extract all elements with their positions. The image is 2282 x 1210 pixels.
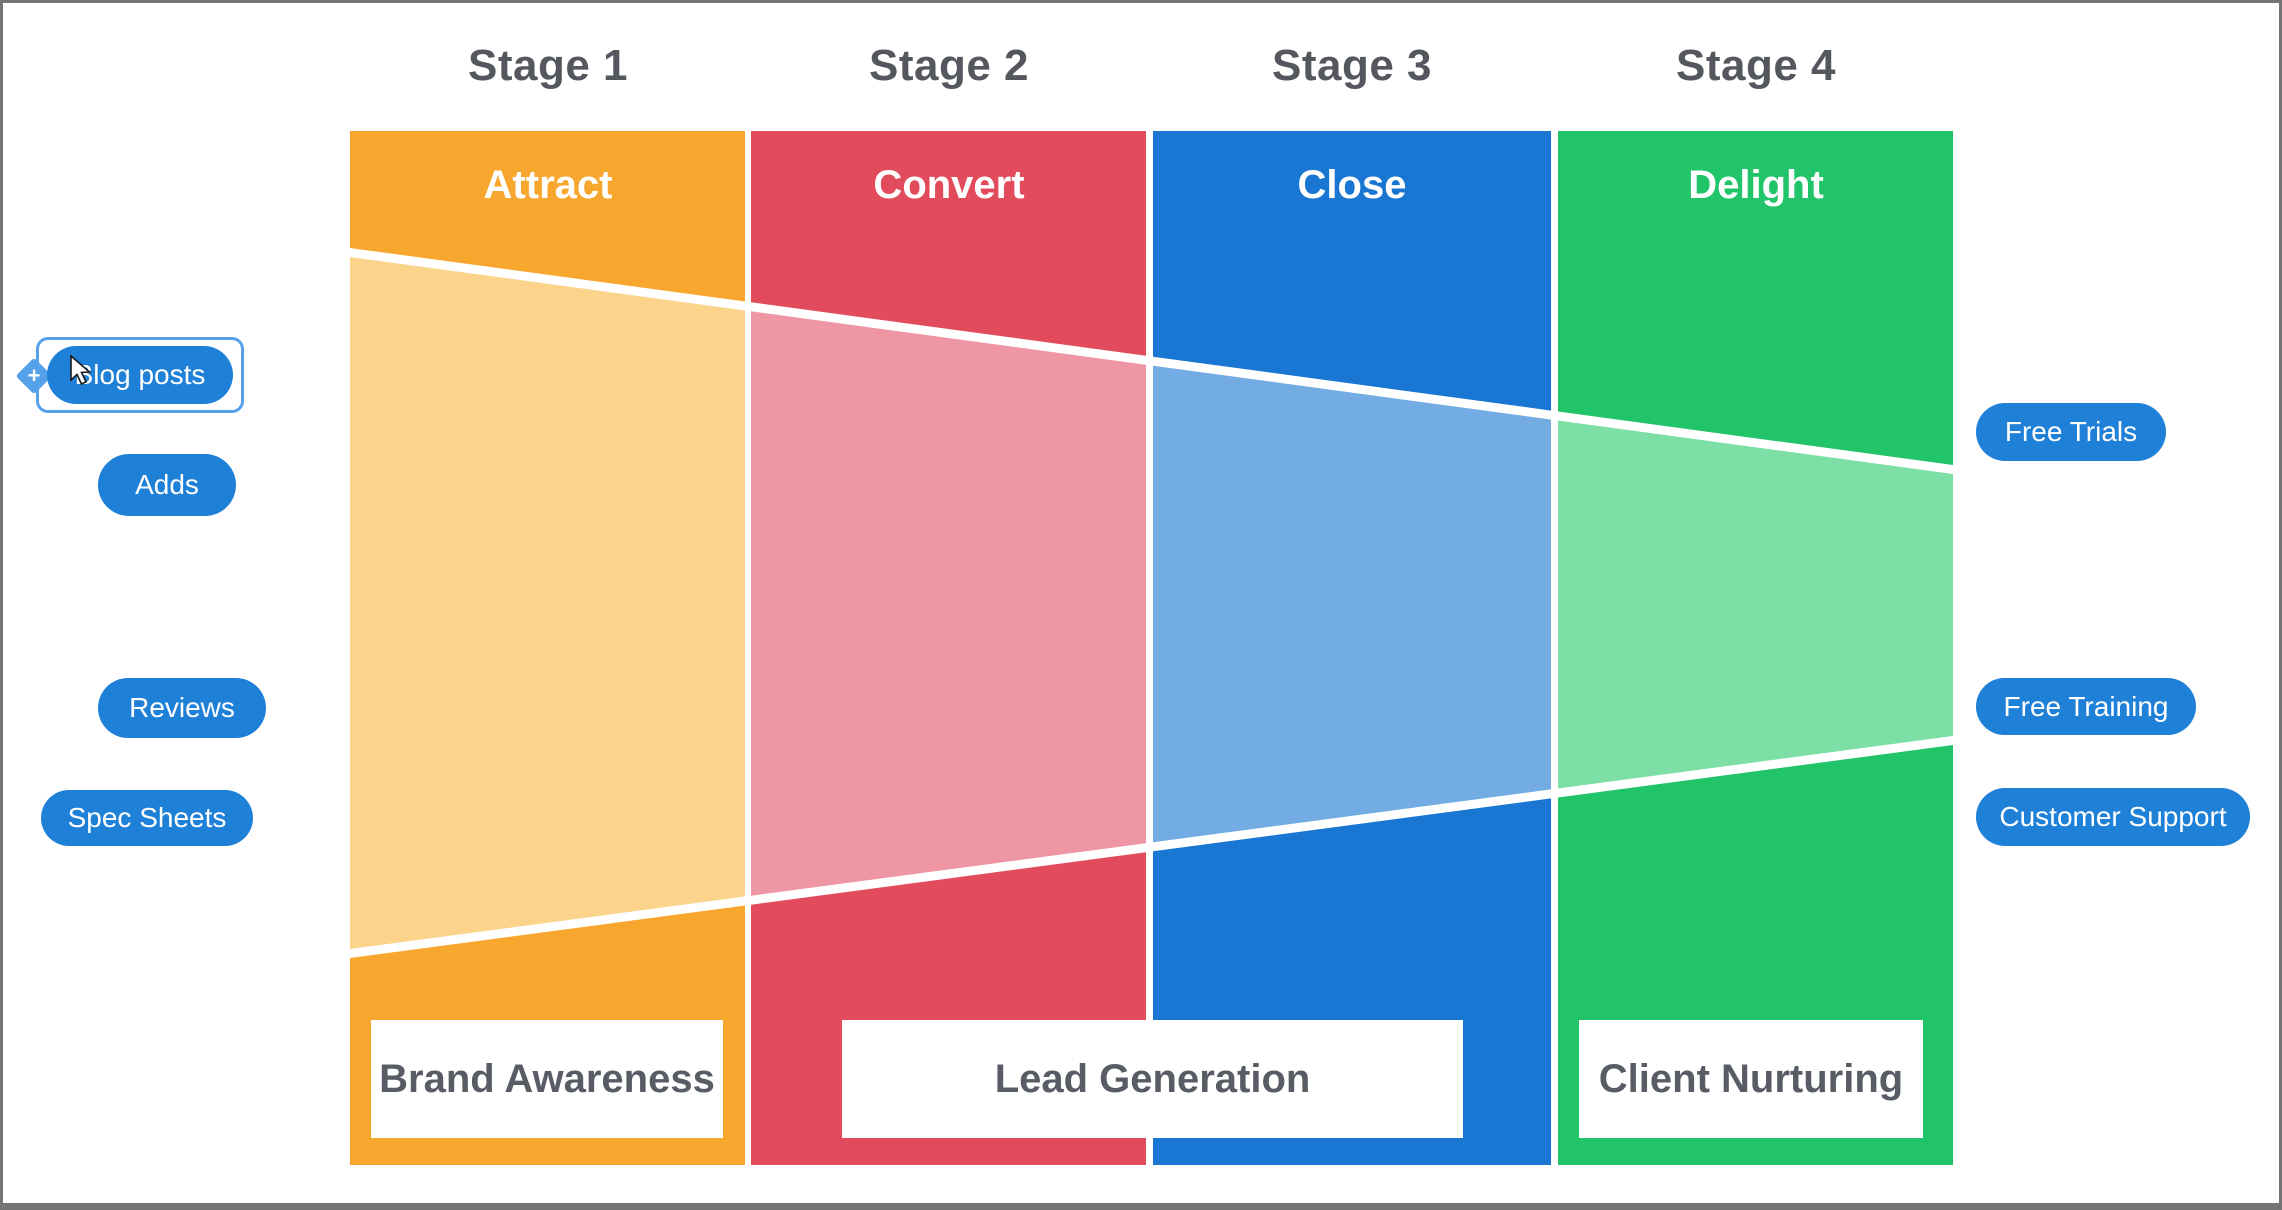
pill-reviews[interactable]: Reviews [98, 678, 266, 738]
stage-4-header: Stage 4 [1675, 41, 1837, 90]
pill-free-training[interactable]: Free Training [1976, 678, 2196, 735]
stage-3-header: Stage 3 [1271, 41, 1433, 90]
pill-blog-posts[interactable]: Blog posts [47, 346, 233, 404]
pill-customer-support[interactable]: Customer Support [1976, 788, 2250, 846]
funnel-column-attract [350, 131, 745, 1165]
funnel-column-delight [1558, 131, 1953, 1165]
pill-free-trials[interactable]: Free Trials [1976, 403, 2166, 461]
bottom-label-lead-generation[interactable]: Lead Generation [842, 1020, 1463, 1138]
funnel-convert-body[interactable] [751, 311, 1146, 896]
bottom-label-brand-awareness[interactable]: Brand Awareness [371, 1020, 723, 1138]
funnel-delight-body[interactable] [1558, 420, 1953, 789]
funnel-attract-header[interactable] [350, 131, 745, 302]
funnel-column-convert [751, 131, 1146, 1165]
funnel-close-header[interactable] [1153, 131, 1551, 411]
funnel-chart [350, 131, 1953, 1165]
funnel-convert-header[interactable] [751, 131, 1146, 356]
band-label-delight: Delight [1688, 163, 1824, 207]
band-label-convert: Convert [873, 163, 1025, 207]
band-label-attract: Attract [483, 163, 613, 207]
plus-icon: + [27, 363, 41, 388]
funnel-attract-body[interactable] [350, 257, 745, 949]
funnel-close-body[interactable] [1153, 365, 1551, 843]
stage-2-header: Stage 2 [868, 41, 1030, 90]
bottom-label-client-nurturing[interactable]: Client Nurturing [1579, 1020, 1923, 1138]
funnel-delight-header[interactable] [1558, 131, 1953, 465]
stage-1-header: Stage 1 [467, 41, 629, 90]
band-label-close: Close [1297, 163, 1407, 207]
funnel-column-close [1153, 131, 1551, 1165]
pill-adds[interactable]: Adds [98, 454, 236, 516]
pill-spec-sheets[interactable]: Spec Sheets [41, 790, 253, 846]
